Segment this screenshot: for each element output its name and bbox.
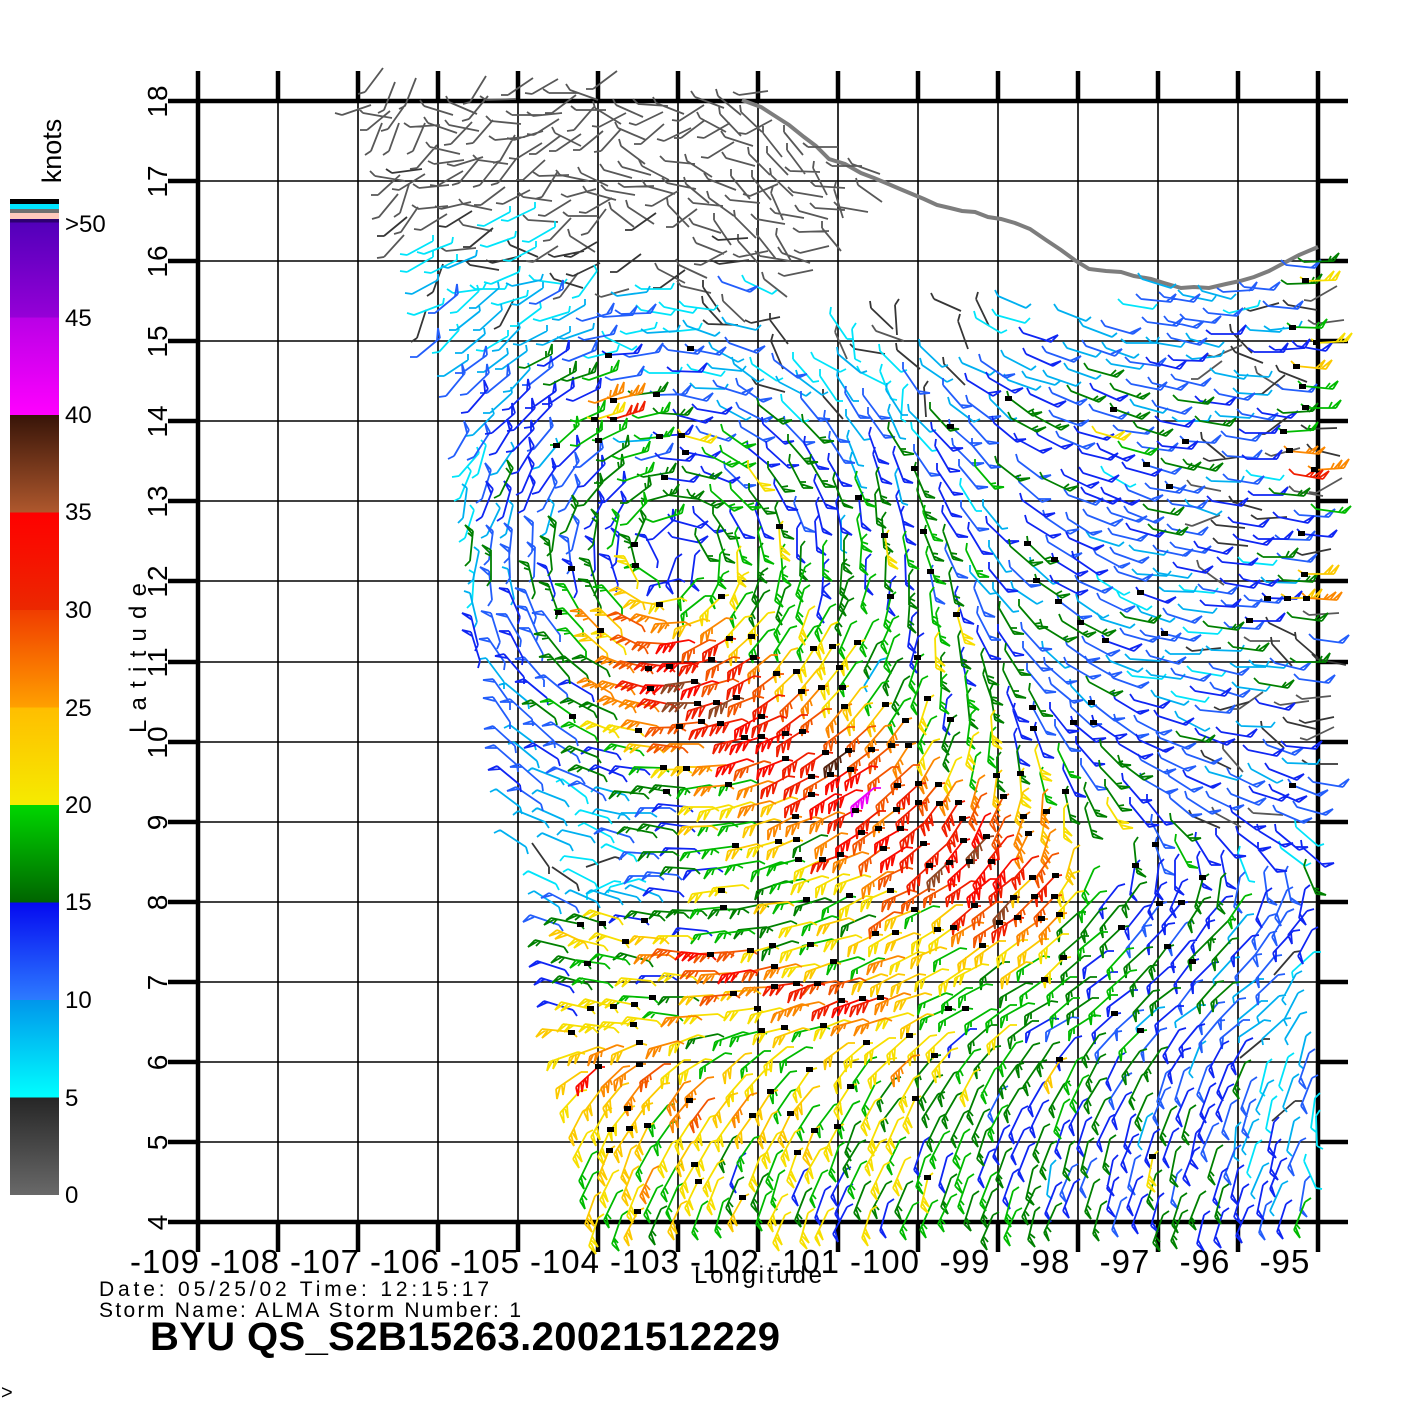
- svg-text:35: 35: [65, 499, 92, 526]
- svg-text:4: 4: [142, 1214, 173, 1231]
- svg-text:Date: 05/25/02 Time: 12:1: Date: 05/25/02 Time: 12:15:17: [99, 1278, 489, 1301]
- svg-text:-98: -98: [1020, 1243, 1071, 1280]
- svg-text:16: 16: [142, 244, 173, 277]
- svg-text:Longitude: Longitude: [694, 1262, 822, 1289]
- svg-text:-100: -100: [850, 1243, 920, 1280]
- svg-text:17: 17: [142, 164, 173, 197]
- svg-text:-104: -104: [530, 1243, 600, 1280]
- svg-text:-97: -97: [1100, 1243, 1151, 1280]
- svg-text:Latitude: Latitude: [125, 583, 152, 733]
- svg-text:15: 15: [142, 324, 173, 357]
- svg-text:-106: -106: [370, 1243, 440, 1280]
- svg-text:6: 6: [142, 1054, 173, 1071]
- svg-text:9: 9: [142, 814, 173, 831]
- svg-text:13: 13: [142, 484, 173, 517]
- svg-text:-96: -96: [1180, 1243, 1231, 1280]
- svg-text:7: 7: [142, 974, 173, 991]
- svg-text:-108: -108: [210, 1243, 280, 1280]
- svg-text:BYU QS_S2B15263.20021512229: BYU QS_S2B15263.20021512229: [150, 1315, 780, 1359]
- svg-text:10: 10: [65, 987, 92, 1014]
- svg-text:>50: >50: [65, 211, 106, 238]
- svg-text:-109: -109: [130, 1243, 200, 1280]
- svg-text:-102: -102: [690, 1243, 760, 1280]
- svg-text:8: 8: [142, 894, 173, 911]
- svg-text:-103: -103: [610, 1243, 680, 1280]
- svg-text:11: 11: [142, 646, 173, 677]
- svg-text:30: 30: [65, 597, 92, 624]
- svg-text:-99: -99: [940, 1243, 991, 1280]
- svg-text:20: 20: [65, 792, 92, 819]
- svg-text:12: 12: [142, 564, 173, 597]
- svg-text:-107: -107: [290, 1243, 360, 1280]
- svg-text:25: 25: [65, 695, 92, 722]
- svg-text:0: 0: [65, 1182, 78, 1209]
- svg-text:5: 5: [65, 1085, 78, 1112]
- svg-text:18: 18: [142, 84, 173, 117]
- svg-text:40: 40: [65, 402, 92, 429]
- svg-text:-95: -95: [1260, 1243, 1311, 1280]
- svg-text:-105: -105: [450, 1243, 520, 1280]
- svg-text:10: 10: [142, 725, 173, 758]
- svg-text:>: >: [1, 1382, 13, 1400]
- svg-text:-101: -101: [770, 1243, 840, 1280]
- svg-text:knots: knots: [37, 119, 67, 184]
- svg-text:15: 15: [65, 889, 92, 916]
- svg-text:5: 5: [142, 1134, 173, 1151]
- svg-text:14: 14: [142, 404, 173, 437]
- svg-text:45: 45: [65, 305, 92, 332]
